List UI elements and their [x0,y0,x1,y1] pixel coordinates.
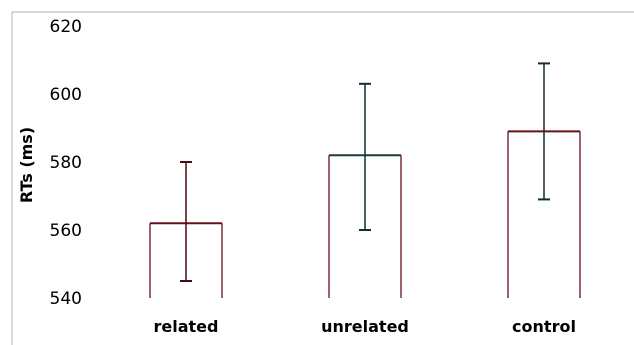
y-tick-label: 600 [50,85,82,105]
y-tick-label: 560 [50,221,82,241]
y-tick-label: 580 [50,153,82,173]
y-tick-label: 540 [50,289,82,309]
y-tick-label: 620 [50,17,82,37]
bars [149,130,581,298]
category-label: related [154,317,219,336]
category-label: unrelated [321,317,409,336]
category-label: control [512,317,576,336]
category-labels: related unrelated control [154,317,576,336]
y-tick-labels: 540 560 580 600 620 [50,17,82,309]
y-axis-label: RTs (ms) [17,127,36,203]
error-bars [180,62,550,282]
